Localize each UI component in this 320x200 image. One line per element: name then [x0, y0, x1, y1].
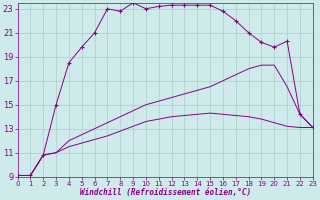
X-axis label: Windchill (Refroidissement éolien,°C): Windchill (Refroidissement éolien,°C): [80, 188, 251, 197]
